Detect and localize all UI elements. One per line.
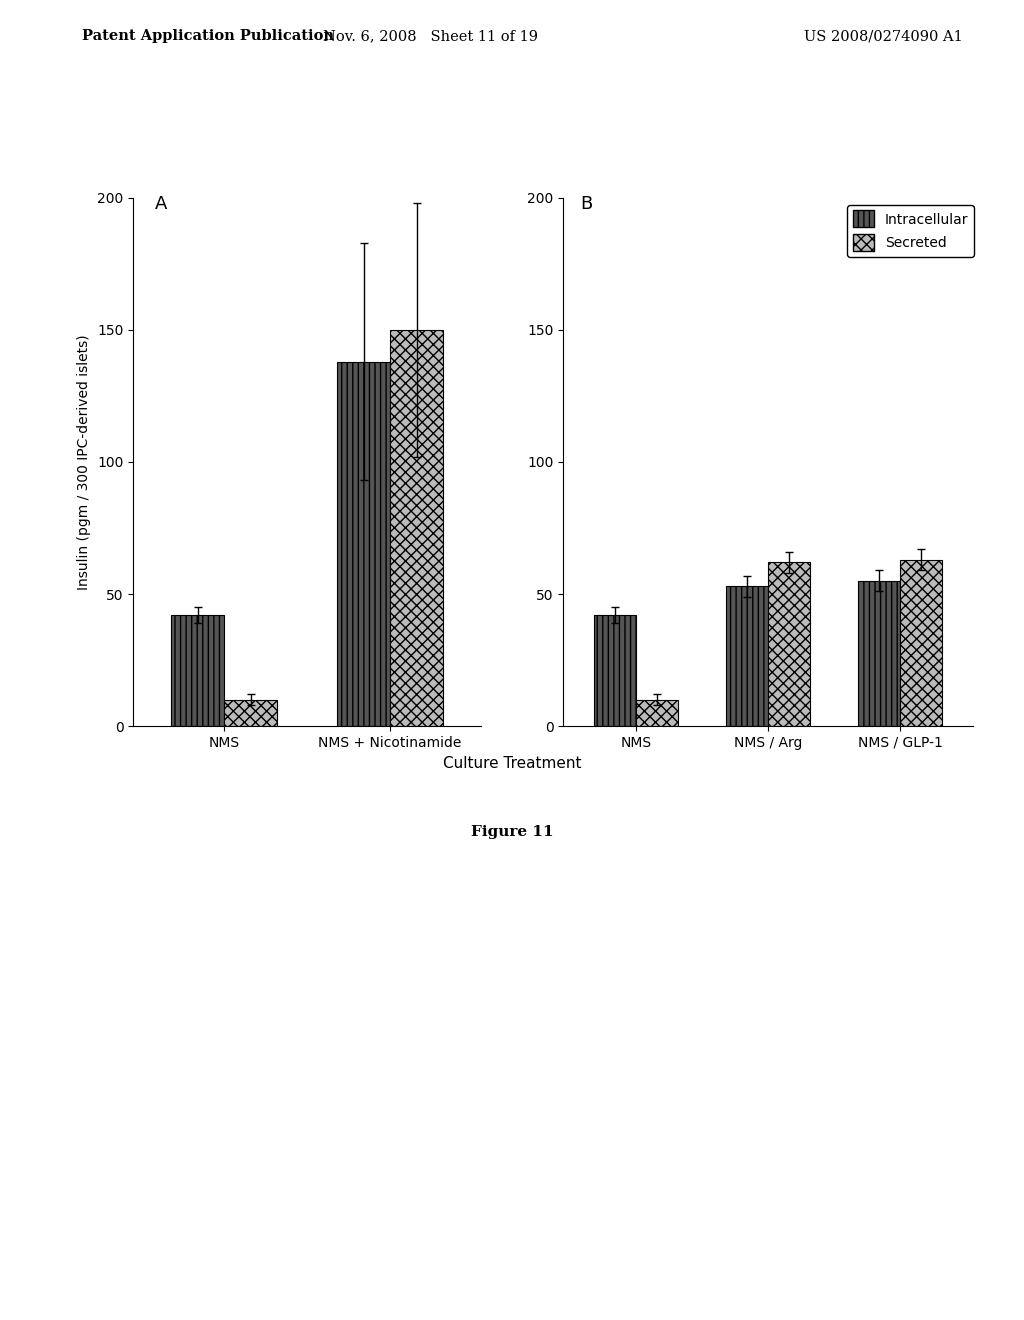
Text: Nov. 6, 2008   Sheet 11 of 19: Nov. 6, 2008 Sheet 11 of 19: [323, 29, 538, 44]
Bar: [636, 700, 678, 726]
Bar: [900, 560, 942, 726]
Bar: [171, 615, 224, 726]
Text: B: B: [581, 194, 593, 213]
Legend: Intracellular, Secreted: Intracellular, Secreted: [848, 205, 974, 257]
Bar: [726, 586, 768, 726]
Bar: [337, 362, 390, 726]
Text: Patent Application Publication: Patent Application Publication: [82, 29, 334, 44]
Text: Culture Treatment: Culture Treatment: [442, 756, 582, 771]
Bar: [858, 581, 900, 726]
Bar: [224, 700, 278, 726]
Bar: [768, 562, 810, 726]
Text: A: A: [155, 194, 167, 213]
Y-axis label: Insulin (pgm / 300 IPC-derived islets): Insulin (pgm / 300 IPC-derived islets): [78, 334, 91, 590]
Bar: [594, 615, 636, 726]
Bar: [390, 330, 443, 726]
Text: Figure 11: Figure 11: [471, 825, 553, 840]
Text: US 2008/0274090 A1: US 2008/0274090 A1: [804, 29, 963, 44]
